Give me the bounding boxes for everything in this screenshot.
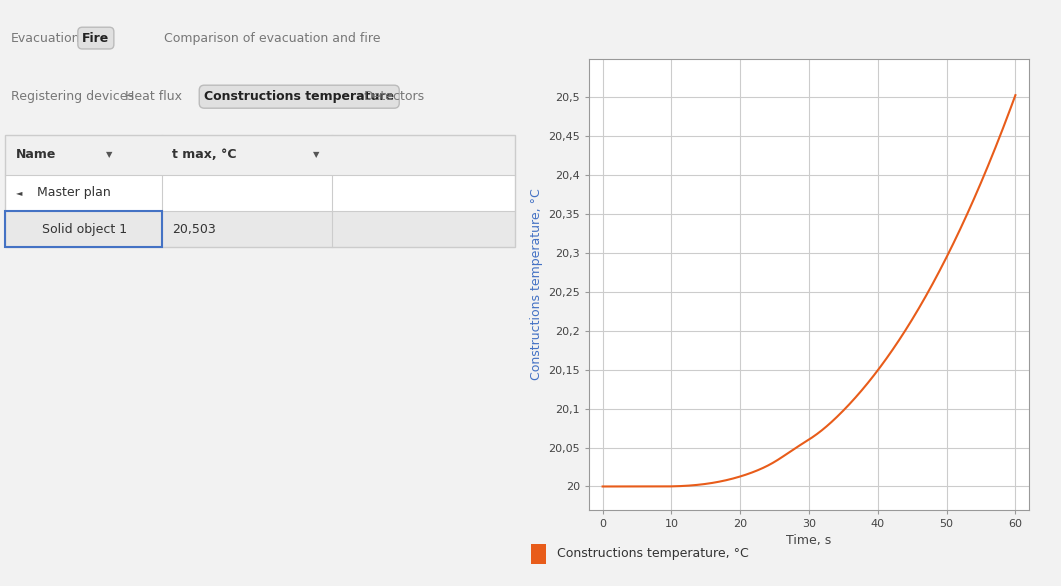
Text: ▼: ▼: [313, 150, 319, 159]
Text: Detectors: Detectors: [363, 90, 424, 103]
Bar: [5, 211, 161, 247]
Bar: [5, 211, 515, 247]
X-axis label: Time, s: Time, s: [786, 534, 832, 547]
Text: Registering devices: Registering devices: [11, 90, 134, 103]
Text: ◄: ◄: [16, 188, 22, 197]
Bar: [5, 175, 515, 211]
Bar: [5, 135, 515, 175]
Bar: [530, 544, 546, 564]
Text: ▼: ▼: [106, 150, 112, 159]
Y-axis label: Constructions temperature, °C: Constructions temperature, °C: [529, 188, 542, 380]
Text: Constructions temperature: Constructions temperature: [204, 90, 395, 103]
Text: Solid object 1: Solid object 1: [42, 223, 127, 236]
Bar: [5, 135, 515, 247]
Text: Evacuation: Evacuation: [11, 32, 81, 45]
Text: Fire: Fire: [83, 32, 109, 45]
Text: Name: Name: [16, 148, 56, 161]
Text: Master plan: Master plan: [37, 186, 111, 199]
Text: Heat flux: Heat flux: [125, 90, 181, 103]
Text: t max, °C: t max, °C: [172, 148, 237, 161]
Text: Comparison of evacuation and fire: Comparison of evacuation and fire: [164, 32, 381, 45]
Text: 20,503: 20,503: [172, 223, 216, 236]
Text: Constructions temperature, °C: Constructions temperature, °C: [557, 547, 749, 560]
